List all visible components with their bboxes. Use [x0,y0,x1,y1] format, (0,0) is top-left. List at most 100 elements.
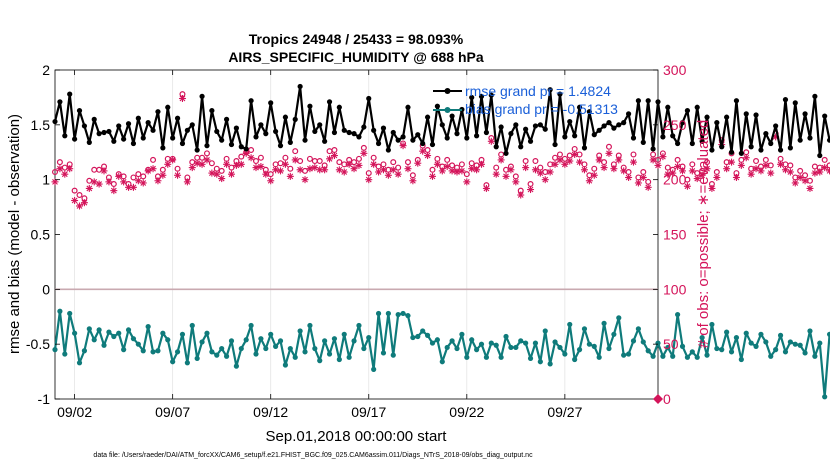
obs-evaluated-marker [635,179,642,186]
rmse-point [626,111,631,116]
rmse-point [337,105,342,110]
chart-subtitle: AIRS_SPECIFIC_HUMIDITY @ 688 hPa [228,49,484,65]
obs-evaluated-marker [493,171,500,178]
bias-point [234,364,239,369]
rmse-point [273,129,278,134]
obs-evaluated-marker [203,156,210,163]
obs-evaluated-marker [429,173,436,180]
obs-evaluated-marker [537,170,544,177]
bias-point [430,340,435,345]
bias-point [146,324,151,329]
bias-point [342,332,347,337]
y-axis-label: rmse and bias (model - observation) [6,114,23,354]
bias-point [121,347,126,352]
rmse-point [704,115,709,120]
bias-point [155,348,160,353]
bias-point [714,346,719,351]
rmse-point [636,98,641,103]
obs-evaluated-marker [483,185,490,192]
rmse-point [361,124,366,129]
obs-evaluated-marker [395,171,402,178]
bias-point [185,360,190,365]
rmse-point [92,117,97,122]
rmse-point [106,129,111,134]
obs-evaluated-marker [605,150,612,157]
bias-point [126,327,131,332]
bias-point [160,331,165,336]
obs-evaluated-marker [463,178,470,185]
rmse-point [332,130,337,135]
rmse-point [744,111,749,116]
rmse-point [288,140,293,145]
y-axis-right-label: # of obs: o=possible; ∗=evaluated [695,120,712,349]
obs-evaluated-marker [351,165,358,172]
obs-evaluated-marker [233,162,240,169]
bias-point [802,350,807,355]
rmse-point [523,127,528,132]
bias-point [170,359,175,364]
rmse-point [695,105,700,110]
bias-point [518,338,523,343]
y-right-tick-label: 150 [663,227,687,243]
obs-evaluated-marker [424,152,431,159]
rmse-point [410,138,415,143]
rmse-point [449,113,454,118]
obs-evaluated-marker [154,177,161,184]
obs-evaluated-marker [601,164,608,171]
bias-point [386,311,391,316]
bias-point [116,331,121,336]
bias-point [57,309,62,314]
obs-evaluated-marker [277,167,284,174]
bias-point [190,323,195,328]
obs-evaluated-marker [341,168,348,175]
bias-point [312,346,317,351]
rmse-point [199,94,204,99]
bias-point [263,346,268,351]
bias-point [219,346,224,351]
rmse-point [219,138,224,143]
bias-point [523,340,528,345]
rmse-point [739,151,744,156]
bias-point [636,326,641,331]
x-tick-label: 09/17 [351,404,386,420]
obs-evaluated-marker [655,162,662,169]
bias-point [214,353,219,358]
rmse-point [351,131,356,136]
rmse-point [758,147,763,152]
obs-evaluated-marker [488,138,495,145]
bias-point [92,337,97,342]
rmse-point [655,99,660,104]
obs-evaluated-marker [56,165,63,172]
rmse-point [356,134,361,139]
bias-point [131,336,136,341]
rmse-point [111,139,116,144]
obs-evaluated-marker [331,152,338,159]
obs-evaluated-marker [532,166,539,173]
obs-evaluated-marker [757,167,764,174]
bias-point [449,338,454,343]
rmse-point [749,144,754,149]
bias-point [293,355,298,360]
bias-point [597,355,602,360]
rmse-point [87,140,92,145]
y-tick-label: 0 [42,281,50,297]
bias-point [253,351,258,356]
rmse-point [82,123,87,128]
y-tick-label: -1 [38,391,51,407]
x-tick-label: 09/27 [547,404,582,420]
bias-point [224,354,229,359]
rmse-point [552,142,557,147]
rmse-point [435,104,440,109]
bias-point [641,339,646,344]
rmse-point [146,120,151,125]
rmse-point [263,131,268,136]
rmse-point [278,143,283,148]
y-right-tick-label: 100 [663,281,687,297]
rmse-point [386,147,391,152]
rmse-point [234,126,239,131]
bias-point [77,360,82,365]
rmse-point [597,128,602,133]
bias-point [322,338,327,343]
obs-possible-marker [763,158,768,163]
